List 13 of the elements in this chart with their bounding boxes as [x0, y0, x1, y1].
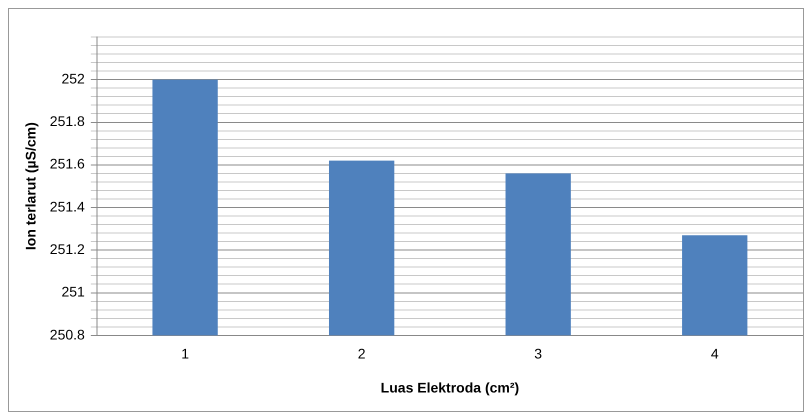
y-tick-label: 251.6 — [50, 156, 86, 172]
x-tick-label: 3 — [534, 346, 542, 362]
y-tick-label: 252 — [61, 70, 86, 86]
x-tick-label: 1 — [181, 346, 190, 362]
y-tick-label: 251.2 — [50, 241, 86, 257]
x-axis-title: Luas Elektroda (cm²) — [380, 379, 520, 396]
x-tick-label: 4 — [710, 346, 719, 362]
y-tick-label: 251.8 — [50, 113, 86, 130]
y-tick-label: 251.4 — [50, 198, 86, 214]
x-tick-label: 2 — [358, 346, 366, 362]
y-tick-label: 251 — [61, 284, 86, 300]
y-axis-title: Ion terlarut (µS/cm) — [22, 122, 38, 250]
y-tick-label: 250.8 — [50, 326, 86, 342]
